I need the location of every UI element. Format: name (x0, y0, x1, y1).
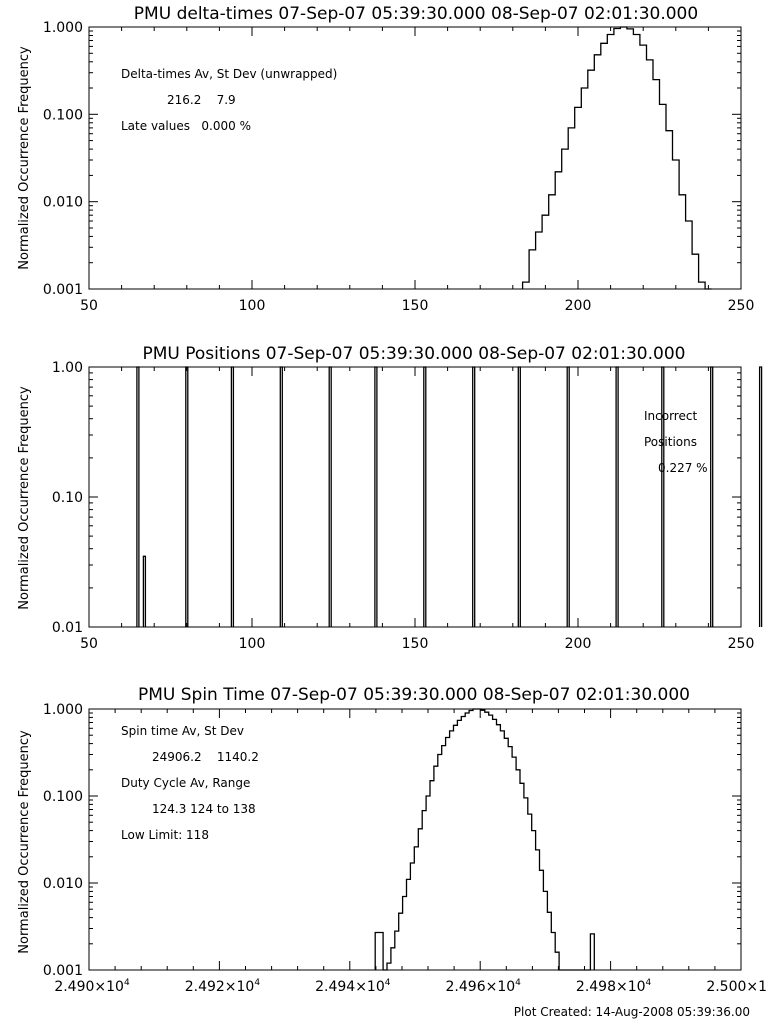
delta-times-x-tick-label: 150 (402, 298, 429, 314)
spin-time-x-tick-label: 2.500×104 (706, 978, 768, 995)
positions-y-axis-label: Normalized Occurrence Frequency (17, 386, 32, 610)
spin-time-y-tick-label: 0.001 (43, 963, 83, 979)
positions-y-tick-label: 1.00 (52, 360, 83, 376)
positions-panel: PMU Positions 07-Sep-07 05:39:30.000 08-… (17, 344, 763, 652)
spin-time-x-tick-label: 2.498×104 (576, 978, 652, 995)
duty-cycle-label: Duty Cycle Av, Range (121, 776, 250, 790)
low-limit-text: Low Limit: 118 (121, 828, 209, 842)
positions-spike (758, 366, 763, 627)
delta-times-x-tick-label: 250 (728, 298, 755, 314)
delta-times-x-tick-label: 200 (565, 298, 592, 314)
delta-times-y-tick-label: 0.010 (43, 195, 83, 211)
positions-spike (566, 366, 570, 627)
spin-time-y-axis-label: Normalized Occurrence Frequency (17, 730, 32, 954)
positions-spike (472, 366, 476, 627)
delta-times-marks (521, 26, 712, 290)
duty-cycle-value: 124.3 124 to 138 (152, 802, 256, 816)
positions-spike (615, 366, 619, 627)
positions-spike (517, 366, 521, 627)
delta-times-stats-label: Delta-times Av, St Dev (unwrapped) (121, 67, 337, 81)
positions-x-tick-label: 200 (565, 636, 592, 652)
positions-x-tick-label: 100 (239, 636, 266, 652)
spin-time-y-ticks: 0.001 0.010 0.100 1.000 (43, 702, 741, 979)
positions-plot-frame (88, 366, 742, 628)
delta-times-y-ticks: 0.001 0.010 0.100 1.000 (43, 20, 741, 298)
positions-spike (710, 366, 714, 627)
positions-y-tick-label: 0.10 (52, 490, 83, 506)
positions-spike (142, 555, 147, 627)
delta-times-histogram-series (521, 26, 712, 290)
positions-y-ticks: 0.01 0.10 1.00 (52, 360, 741, 636)
positions-spike (374, 366, 378, 627)
positions-spike (423, 366, 427, 627)
spin-time-stats-label: Spin time Av, St Dev (121, 724, 244, 738)
spin-time-histogram-series (374, 708, 595, 971)
positions-spike (136, 366, 140, 627)
delta-times-x-ticks: 50 100 150 200 250 (80, 27, 754, 314)
delta-times-title: PMU delta-times 07-Sep-07 05:39:30.000 0… (134, 4, 698, 24)
positions-x-tick-label: 50 (80, 636, 98, 652)
positions-spike (185, 366, 189, 627)
delta-times-y-tick-label: 1.000 (43, 20, 83, 36)
positions-title: PMU Positions 07-Sep-07 05:39:30.000 08-… (143, 344, 686, 364)
positions-spike (279, 366, 283, 627)
incorrect-positions-value: 0.227 % (658, 461, 708, 475)
delta-times-stats-value: 216.2 7.9 (167, 93, 236, 107)
spin-time-stats-value: 24906.2 1140.2 (152, 750, 259, 764)
delta-times-y-tick-label: 0.001 (43, 282, 83, 298)
incorrect-label: Incorrect (644, 409, 697, 423)
positions-x-ticks: 50 100 150 200 250 (80, 367, 754, 652)
spin-time-x-tick-label: 2.496×104 (446, 978, 522, 995)
delta-times-y-tick-label: 0.100 (43, 107, 83, 123)
positions-spike (328, 366, 332, 627)
positions-marks (136, 366, 763, 627)
spin-time-marks (374, 708, 595, 971)
positions-spike (661, 366, 665, 627)
positions-spike (230, 366, 235, 627)
delta-times-x-tick-label: 100 (239, 298, 266, 314)
positions-x-tick-label: 250 (728, 636, 755, 652)
spin-time-x-tick-label: 2.494×104 (315, 978, 391, 995)
spin-time-y-tick-label: 0.010 (43, 876, 83, 892)
spin-time-y-tick-label: 1.000 (43, 702, 83, 718)
positions-y-tick-label: 0.01 (52, 620, 83, 636)
spin-time-panel: PMU Spin Time 07-Sep-07 05:39:30.000 08-… (17, 685, 768, 995)
spin-time-x-tick-label: 2.490×104 (54, 978, 130, 995)
late-values-text: Late values 0.000 % (121, 119, 251, 133)
spin-time-x-tick-label: 2.492×104 (185, 978, 261, 995)
delta-times-panel: PMU delta-times 07-Sep-07 05:39:30.000 0… (17, 4, 754, 314)
positions-x-tick-label: 150 (402, 636, 429, 652)
delta-times-y-axis-label: Normalized Occurrence Frequency (17, 46, 32, 270)
plot-created-footer: Plot Created: 14-Aug-2008 05:39:36.00 (514, 1005, 750, 1019)
delta-times-x-tick-label: 50 (80, 298, 98, 314)
positions-label: Positions (644, 435, 697, 449)
spin-time-y-tick-label: 0.100 (43, 789, 83, 805)
spin-time-title: PMU Spin Time 07-Sep-07 05:39:30.000 08-… (138, 685, 690, 705)
spin-time-plot-frame (88, 708, 742, 971)
spin-time-x-ticks: 2.490×104 2.492×104 2.494×104 2.496×104 2.49… (54, 709, 768, 995)
